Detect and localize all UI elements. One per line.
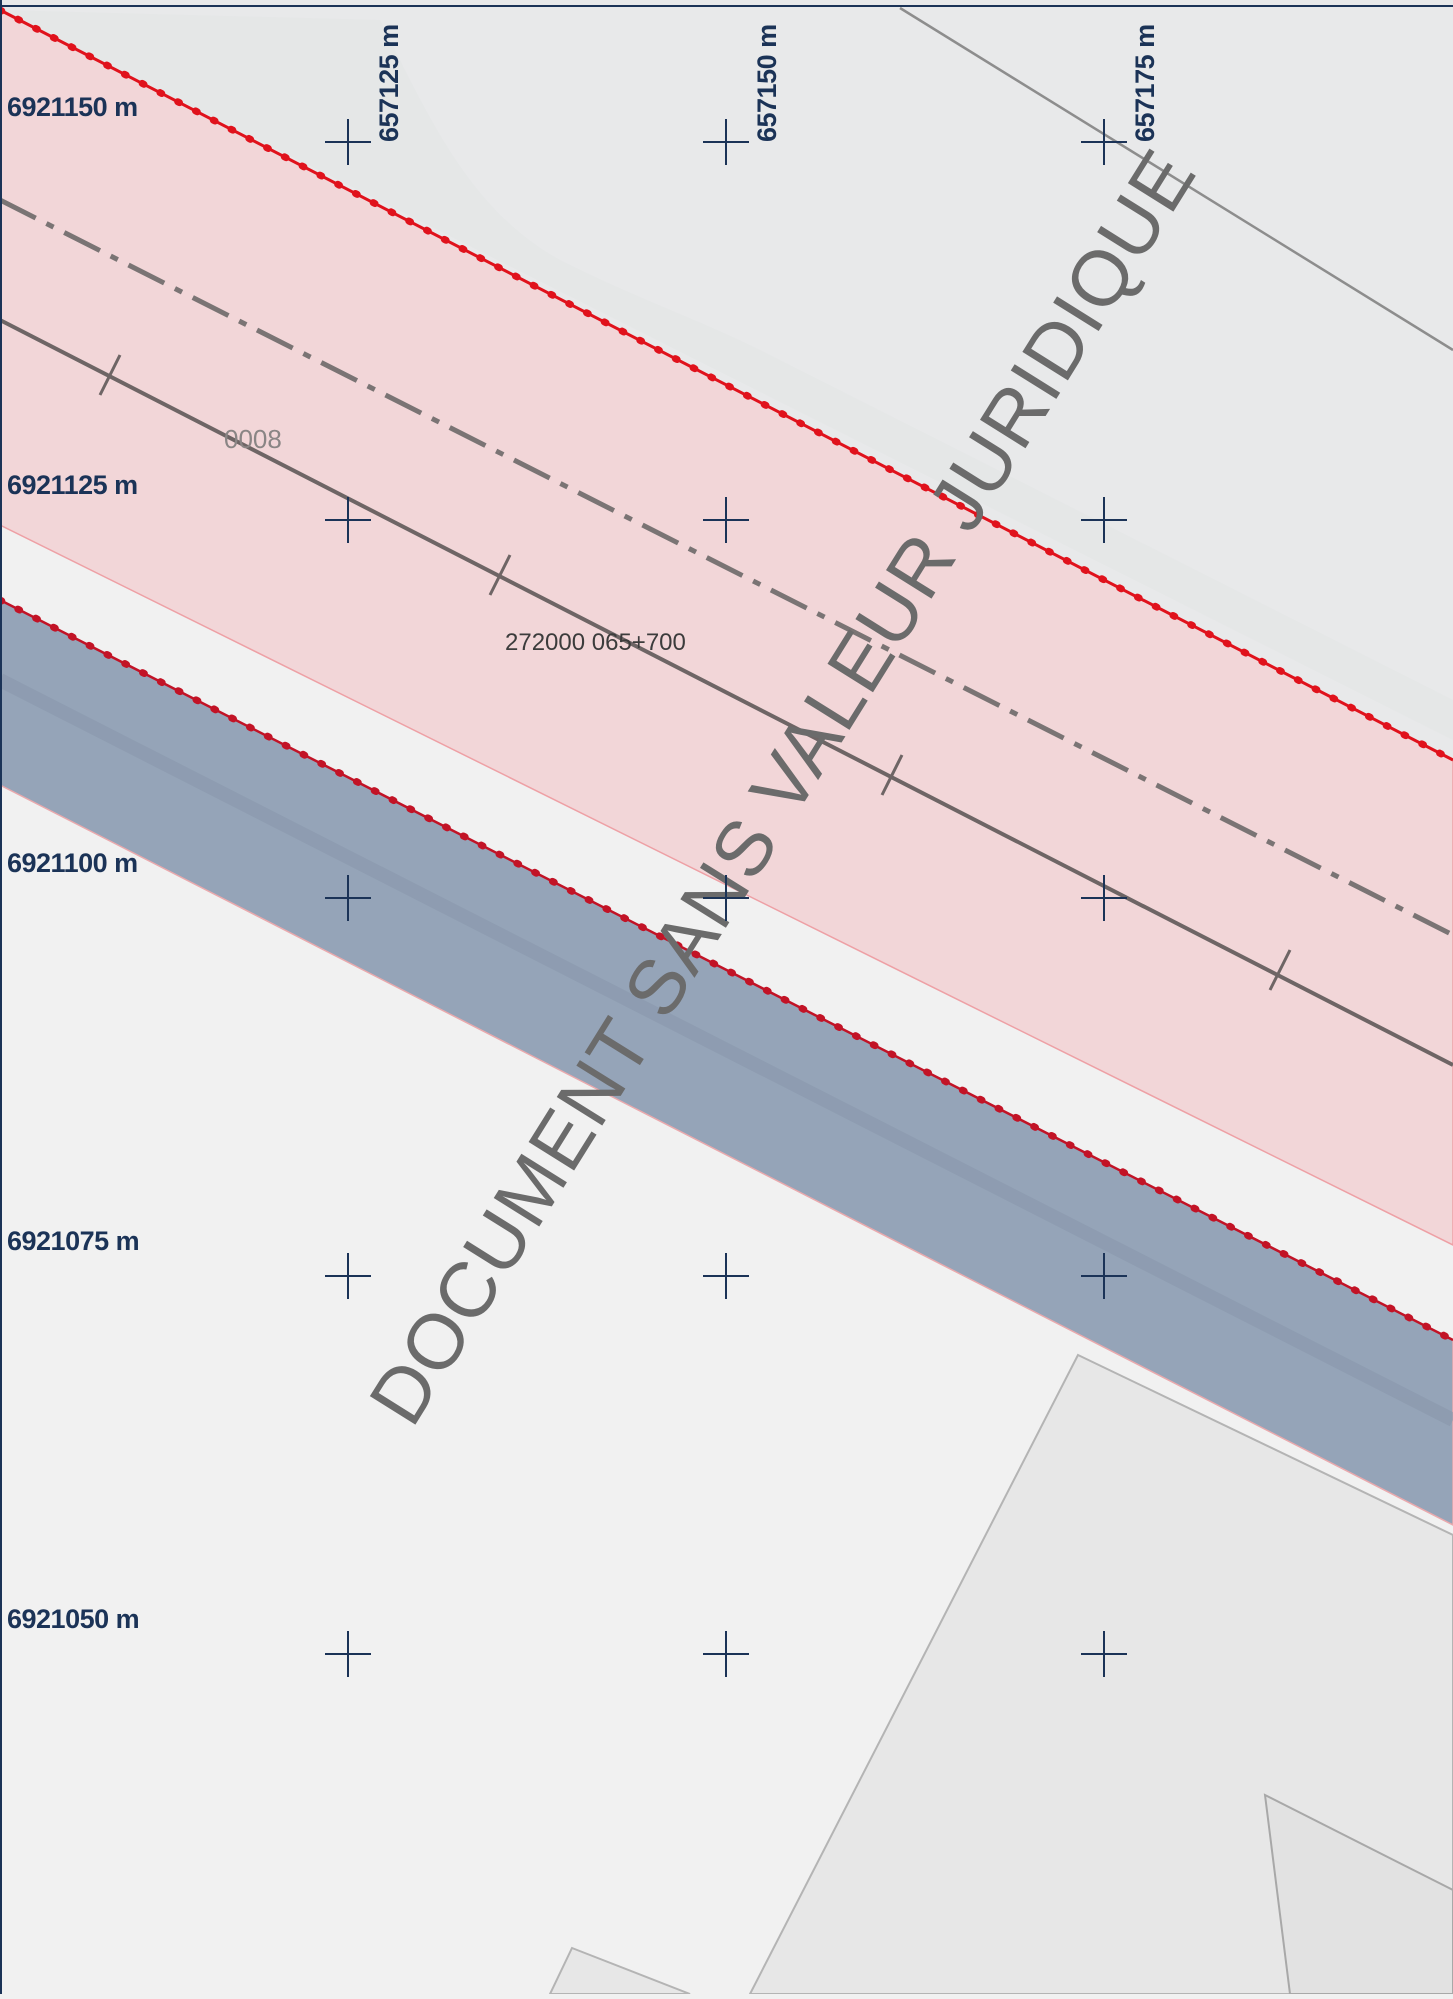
red-boundary-lower-dots [0,596,1453,1344]
y-coord-label: 6921100 m [7,848,138,878]
lane-strip [0,673,1453,1427]
terrain-texture [0,10,1453,740]
road-centerline [0,318,1453,1067]
x-coord-label: 657175 m [1130,24,1160,142]
y-coord-label: 6921150 m [7,92,138,122]
dash-dot-line [0,197,1453,938]
road-pr-ticks [98,354,1292,991]
building-outline-upper [899,6,1453,352]
pr-label: 272000 065+700 [505,629,686,656]
y-coord-label: 6921050 m [7,1604,139,1634]
x-coord-label: 657150 m [752,24,782,142]
x-coord-label: 657125 m [374,24,404,142]
y-coord-label: 6921075 m [7,1226,139,1256]
y-coord-label: 6921125 m [7,470,138,500]
red-boundary-upper-dots [0,6,1453,764]
road-number-label: 0008 [224,424,282,454]
parcel-lower-inner [1263,1793,1453,1995]
grid-crosses [325,119,1127,1677]
